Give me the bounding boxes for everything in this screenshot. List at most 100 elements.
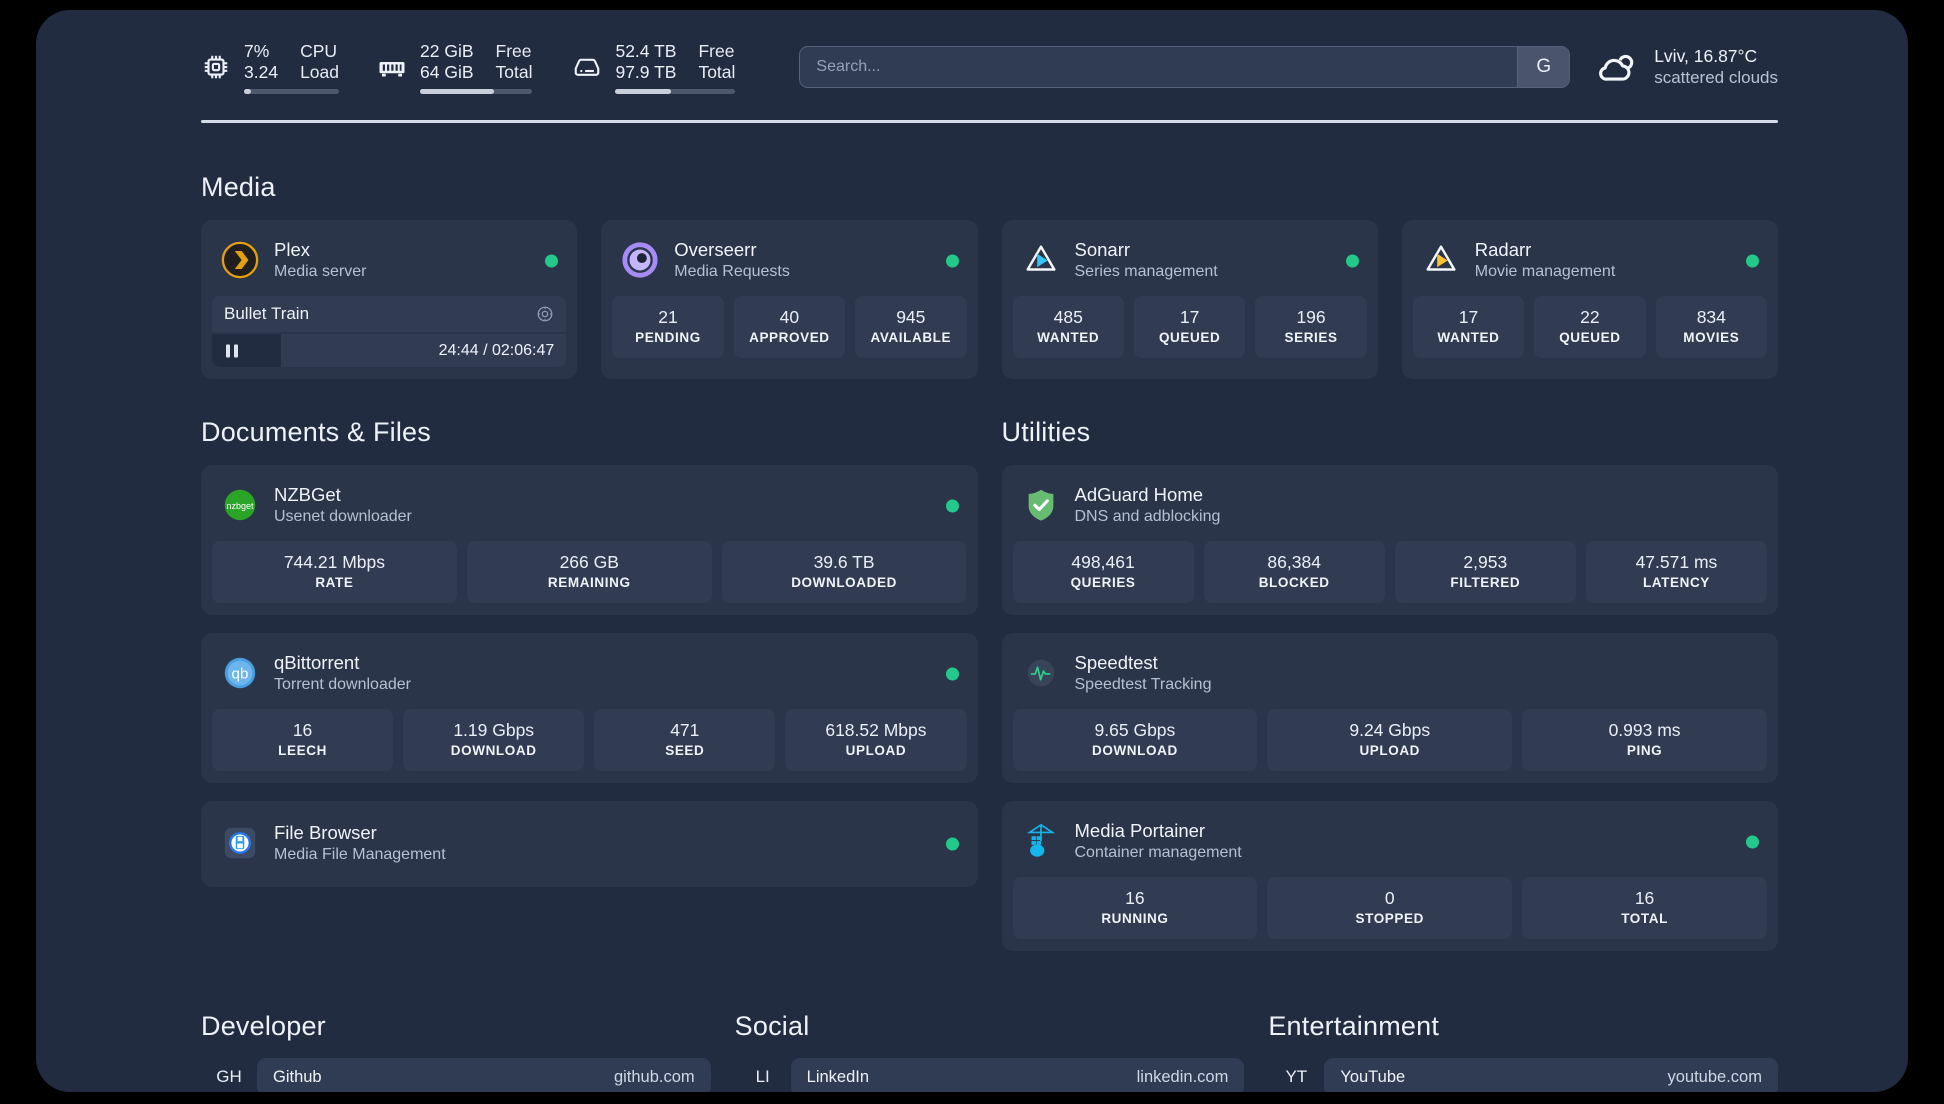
ram-total-value: 64 GiB: [420, 61, 474, 82]
memory-icon: [377, 52, 407, 82]
service-card-radarr[interactable]: Radarr Movie management 17 WANTED 22 QUE…: [1401, 220, 1778, 379]
stat-cell: 47.571 ms LATENCY: [1585, 541, 1767, 603]
stat-cell: 17 QUEUED: [1133, 296, 1246, 358]
bookmark-name: Github: [273, 1067, 322, 1086]
stat-value: 47.571 ms: [1635, 552, 1718, 572]
plex-icon: [221, 241, 259, 279]
stat-value: 0: [1384, 888, 1395, 908]
stat-value: 16: [292, 720, 313, 740]
cpu-label-2: Load: [300, 61, 339, 82]
bookmark-group-title: Entertainment: [1268, 1011, 1440, 1041]
service-desc: Speedtest Tracking: [1074, 676, 1212, 693]
service-desc: Movie management: [1474, 263, 1616, 280]
sonarr-icon: [1022, 241, 1060, 279]
disk-total-value: 97.9 TB: [615, 61, 677, 82]
service-name: File Browser: [274, 822, 377, 843]
utilities-section-title: Utilities: [1001, 417, 1091, 447]
bookmark-name: LinkedIn: [806, 1067, 870, 1086]
stat-cell: 618.52 Mbps UPLOAD: [785, 709, 967, 771]
svg-text:nzbget: nzbget: [226, 501, 254, 511]
bookmark-link[interactable]: LinkedIn linkedin.com: [790, 1058, 1245, 1092]
status-badge: [545, 254, 559, 268]
card-header: Speedtest Speedtest Tracking: [1013, 644, 1768, 704]
header-divider: [201, 120, 1778, 123]
card-header: Overseerr Media Requests: [612, 231, 966, 291]
stat-label: MOVIES: [1683, 330, 1740, 345]
stats-row: 21 PENDING 40 APPROVED 945 AVAILABLE: [612, 296, 967, 358]
now-playing-title-row: Bullet Train: [212, 296, 567, 332]
stat-value: 22: [1580, 307, 1600, 327]
stat-cell: 2,953 FILTERED: [1394, 541, 1576, 603]
utilities-card-list: AdGuard Home DNS and adblocking 498,461 …: [1001, 465, 1778, 951]
stat-value: 17: [1179, 307, 1200, 327]
status-badge: [945, 499, 959, 513]
stat-label: DOWNLOAD: [450, 743, 537, 758]
stat-label: LEECH: [278, 743, 327, 758]
stat-label: DOWNLOADED: [791, 575, 897, 590]
stat-value: 9.24 Gbps: [1349, 720, 1431, 740]
media-section: Media Plex Media server: [201, 172, 1778, 379]
service-card-qbittorrent[interactable]: qb qBittorrent Torrent downloader 16 LEE…: [201, 633, 978, 783]
bookmark-link[interactable]: Github github.com: [257, 1058, 711, 1092]
bookmark-group-title: Social: [734, 1011, 810, 1041]
radarr-icon: [1422, 241, 1460, 279]
service-card-sonarr[interactable]: Sonarr Series management 485 WANTED 17 Q…: [1001, 220, 1378, 379]
ram-usage-bar: [420, 88, 533, 94]
mid-region: Documents & Files nzbget NZBGet Usenet d…: [201, 417, 1778, 951]
stat-label: SEED: [665, 743, 705, 758]
pause-icon[interactable]: [226, 344, 238, 357]
service-card-media-portainer[interactable]: Media Portainer Container management 16 …: [1001, 801, 1778, 951]
stat-cell: 0 STOPPED: [1267, 877, 1513, 939]
stat-label: WANTED: [1437, 330, 1500, 345]
disk-usage-bar: [615, 88, 736, 94]
stat-value: 40: [779, 307, 800, 327]
app-window: 7% 3.24 CPU Load: [36, 10, 1908, 1092]
cpu-labels: CPU Load: [300, 41, 339, 83]
list-item[interactable]: YT YouTube youtube.com: [1268, 1058, 1778, 1092]
service-card-adguard-home[interactable]: AdGuard Home DNS and adblocking 498,461 …: [1001, 465, 1778, 615]
service-card-plex[interactable]: Plex Media server Bullet Train: [201, 220, 578, 379]
nzbget-icon: nzbget: [221, 486, 259, 524]
service-card-file-browser[interactable]: File Browser Media File Management: [201, 801, 978, 887]
stat-label: TOTAL: [1621, 911, 1668, 926]
stat-value: 86,384: [1267, 552, 1321, 572]
service-card-overseerr[interactable]: Overseerr Media Requests 21 PENDING 40 A…: [601, 220, 978, 379]
stat-value: 498,461: [1071, 552, 1135, 572]
stat-cell: 266 GB REMAINING: [466, 541, 712, 603]
stat-value: 16: [1125, 888, 1145, 908]
cpu-usage-bar: [244, 88, 339, 94]
stat-label: QUERIES: [1070, 575, 1136, 590]
stat-cell: 744.21 Mbps RATE: [212, 541, 457, 603]
stat-cell: 16 TOTAL: [1522, 877, 1767, 939]
bookmark-link[interactable]: YouTube youtube.com: [1324, 1058, 1778, 1092]
search-bar[interactable]: G: [799, 46, 1571, 88]
card-header: Media Portainer Container management: [1013, 812, 1768, 872]
list-item[interactable]: GH Github github.com: [201, 1058, 711, 1092]
cpu-icon: [201, 52, 231, 82]
now-playing-title: Bullet Train: [224, 304, 310, 323]
service-card-speedtest[interactable]: Speedtest Speedtest Tracking 9.65 Gbps D…: [1001, 633, 1778, 783]
stat-cell: 485 WANTED: [1012, 296, 1124, 358]
bookmark-url: github.com: [613, 1067, 695, 1086]
card-header: qb qBittorrent Torrent downloader: [212, 644, 967, 704]
cpu-values: 7% 3.24: [244, 41, 278, 83]
service-name: Radarr: [1474, 239, 1532, 260]
playback-progress-bar[interactable]: 24:44 / 02:06:47: [212, 334, 567, 367]
status-badge: [945, 837, 959, 850]
list-item[interactable]: LI LinkedIn linkedin.com: [735, 1058, 1245, 1092]
stat-value: 618.52 Mbps: [825, 720, 927, 740]
cpu-stat-group: 7% 3.24 CPU Load: [201, 41, 339, 94]
search-input[interactable]: [800, 47, 1518, 87]
bookmark-abbr: LI: [755, 1067, 770, 1086]
search-engine-button[interactable]: G: [1517, 47, 1570, 87]
stat-cell: 16 RUNNING: [1012, 877, 1258, 939]
stat-cell: 40 APPROVED: [733, 296, 846, 358]
gear-icon[interactable]: [536, 305, 554, 323]
status-badge: [1345, 254, 1359, 268]
card-header: AdGuard Home DNS and adblocking: [1013, 476, 1768, 536]
cpu-load-value: 3.24: [244, 61, 279, 82]
stat-value: 2,953: [1463, 552, 1508, 572]
stat-cell: 1.19 Gbps DOWNLOAD: [403, 709, 585, 771]
portainer-icon: [1022, 822, 1060, 860]
service-card-nzbget[interactable]: nzbget NZBGet Usenet downloader 744.21 M…: [201, 465, 978, 615]
